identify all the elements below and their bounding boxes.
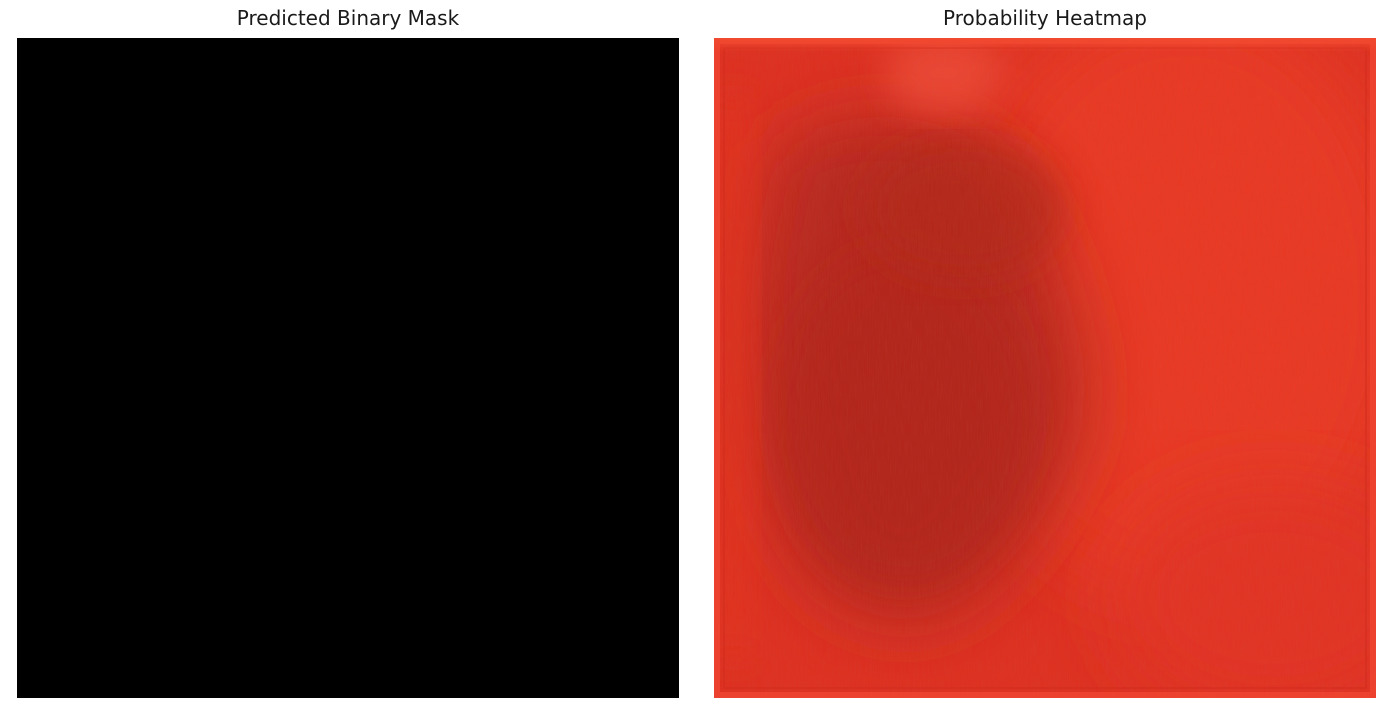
mask-title: Predicted Binary Mask <box>236 6 460 30</box>
probability-heatmap-image <box>714 38 1376 698</box>
heatmap-texture <box>714 38 1376 698</box>
heatmap-title: Probability Heatmap <box>943 6 1147 30</box>
binary-mask-image <box>17 38 679 698</box>
